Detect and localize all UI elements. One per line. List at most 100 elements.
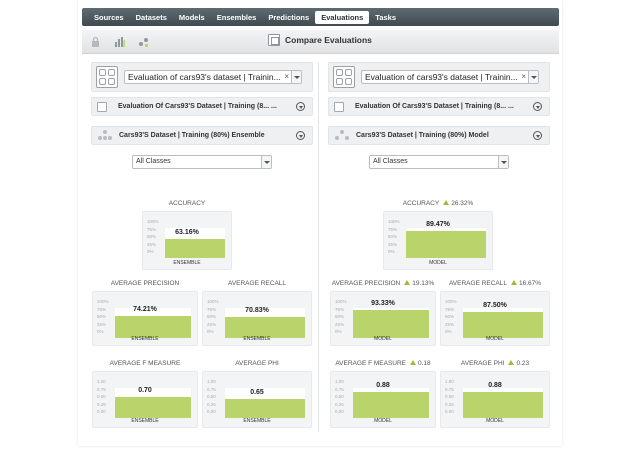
tab-tasks[interactable]: Tasks <box>375 12 397 22</box>
tick-label: 25% <box>388 241 398 247</box>
tick-label: 75% <box>335 306 345 312</box>
chevron-down-icon[interactable] <box>291 71 301 83</box>
evaluation-resource-panel[interactable]: Evaluation Of Cars93'S Dataset | Trainin… <box>328 97 550 116</box>
model-resource-panel[interactable]: Cars93'S Dataset | Training (80%) Model <box>328 126 550 145</box>
evaluation-resource-panel[interactable]: Evaluation Of Cars93'S Dataset | Trainin… <box>91 97 313 116</box>
value-bar <box>225 398 305 418</box>
tick-label: 0% <box>388 249 395 254</box>
metric-chart: 100% 75% 50% 25% 0% 93.33% MODEL <box>330 291 436 346</box>
bar-track <box>406 228 486 258</box>
tab-evaluations[interactable]: Evaluations <box>315 10 370 24</box>
value-bar <box>353 310 429 338</box>
metric-delta-value: 26.32% <box>451 200 474 207</box>
metric-title-text: AVERAGE F MEASURE <box>109 360 181 367</box>
evaluation-select[interactable]: Evaluation of cars93's dataset | Trainin… <box>124 70 302 84</box>
metric-title: AVERAGE PHI 0.23 <box>440 360 550 367</box>
bar-track <box>115 388 191 418</box>
up-arrow-icon <box>511 280 517 285</box>
bar-chart-icon[interactable] <box>114 37 125 47</box>
tick-label: 1.00 <box>445 379 454 384</box>
tick-label: 0.75 <box>207 386 216 392</box>
metric-delta-value: 0.18 <box>418 360 431 367</box>
evaluation-select-value: Evaluation of cars93's dataset | Trainin… <box>365 72 518 82</box>
tick-label: 50% <box>147 234 157 239</box>
metric-title-text: ACCURACY <box>168 200 206 207</box>
expand-icon[interactable] <box>296 131 305 140</box>
tick-label: 50% <box>445 314 455 319</box>
metric-delta: 26.32% <box>443 200 473 207</box>
tab-models[interactable]: Models <box>178 12 205 22</box>
value-bar <box>165 239 225 258</box>
value-bar <box>406 231 486 258</box>
value-bar <box>225 316 305 338</box>
metric-title-text: AVERAGE RECALL <box>448 280 507 287</box>
model-name: Cars93'S Dataset | Training (80%) Model <box>356 132 489 139</box>
tab-datasets[interactable]: Datasets <box>135 12 167 22</box>
metric-chart: 100% 75% 50% 25% 0% 74.21% ENSEMBLE <box>92 291 198 346</box>
metric-value: 74.21% <box>133 305 157 313</box>
y-axis-ticks: 100% 75% 50% 25% 0% <box>335 298 347 336</box>
bar-category-label: ENSEMBLE <box>243 418 271 424</box>
tick-label: 0.00 <box>445 409 454 414</box>
evaluation-name: Evaluation Of Cars93'S Dataset | Trainin… <box>355 103 514 110</box>
metric-chart: 1.00 0.75 0.50 0.25 0.00 0.70 ENSEMBLE <box>92 371 198 428</box>
chevron-down-icon[interactable] <box>261 156 271 168</box>
bar-category-label: MODEL <box>374 336 392 342</box>
tick-label: 25% <box>335 321 345 327</box>
tick-label: 0.25 <box>445 401 454 407</box>
evaluation-name: Evaluation Of Cars93'S Dataset | Trainin… <box>118 103 277 110</box>
tick-label: 25% <box>445 321 455 327</box>
tick-label: 75% <box>147 226 157 232</box>
tab-ensembles[interactable]: Ensembles <box>216 12 257 22</box>
classes-select[interactable]: All Classes <box>369 155 509 169</box>
evaluation-selector-panel: Evaluation of cars93's dataset | Trainin… <box>91 62 313 92</box>
model-resource-panel[interactable]: Cars93'S Dataset | Training (80%) Ensemb… <box>91 126 313 145</box>
tick-label: 0.50 <box>445 394 454 399</box>
column-divider <box>318 62 319 432</box>
metric-value: 93.33% <box>371 300 395 307</box>
bar-track <box>225 388 305 418</box>
tick-label: 25% <box>97 321 107 327</box>
y-axis-ticks: 1.00 0.75 0.50 0.25 0.00 <box>97 378 106 416</box>
metric-title: AVERAGE PRECISION <box>92 280 198 287</box>
bar-track <box>353 388 429 418</box>
expand-icon[interactable] <box>533 102 542 111</box>
network-chart-icon[interactable] <box>138 37 149 47</box>
up-arrow-icon <box>508 360 515 365</box>
chevron-down-icon[interactable] <box>498 156 508 168</box>
metric-title: AVERAGE F MEASURE <box>92 360 198 367</box>
tick-label: 0.25 <box>335 401 344 407</box>
evaluation-icon <box>333 66 355 88</box>
tick-label: 25% <box>207 321 217 327</box>
up-arrow-icon <box>404 280 411 285</box>
bar-category-label: MODEL <box>429 260 447 266</box>
lock-icon[interactable] <box>90 37 101 47</box>
right-precision-metric: AVERAGE PRECISION 19.13% 100% 75% 50% 25% 0% 93… <box>330 280 436 346</box>
expand-icon[interactable] <box>296 102 305 111</box>
tab-predictions[interactable]: Predictions <box>268 12 310 22</box>
tab-sources[interactable]: Sources <box>94 12 124 22</box>
classes-select[interactable]: All Classes <box>132 155 272 169</box>
tick-label: 0.25 <box>97 401 106 407</box>
tick-label: 0% <box>147 249 154 254</box>
metric-delta: 0.23 <box>508 360 529 367</box>
metric-title: AVERAGE RECALL <box>202 280 312 287</box>
left-precision-metric: AVERAGE PRECISION 100% 75% 50% 25% 0% 74.21% EN… <box>92 280 198 346</box>
metric-title-text: AVERAGE PHI <box>460 360 505 367</box>
tick-label: 0.75 <box>445 386 454 392</box>
right-recall-metric: AVERAGE RECALL 16.67% 100% 75% 50% 25% 0% 87.50… <box>440 280 550 346</box>
right-accuracy-metric: ACCURACY 26.32% 100% 75% 50% 25% 0% 89.47% MODEL <box>383 200 493 270</box>
chevron-down-icon[interactable] <box>528 71 538 83</box>
clear-icon[interactable]: × <box>284 72 289 81</box>
evaluation-select[interactable]: Evaluation of cars93's dataset | Trainin… <box>361 70 539 84</box>
value-bar <box>353 391 429 418</box>
bar-track <box>463 308 543 338</box>
expand-icon[interactable] <box>533 131 542 140</box>
tick-label: 0% <box>445 329 452 334</box>
up-arrow-icon <box>443 200 450 205</box>
tick-label: 0.00 <box>97 409 106 414</box>
y-axis-ticks: 1.00 0.75 0.50 0.25 0.00 <box>207 378 216 416</box>
toolbar: Compare Evaluations <box>82 30 559 54</box>
clear-icon[interactable]: × <box>521 72 526 81</box>
metric-delta-value: 16.67% <box>519 280 542 287</box>
